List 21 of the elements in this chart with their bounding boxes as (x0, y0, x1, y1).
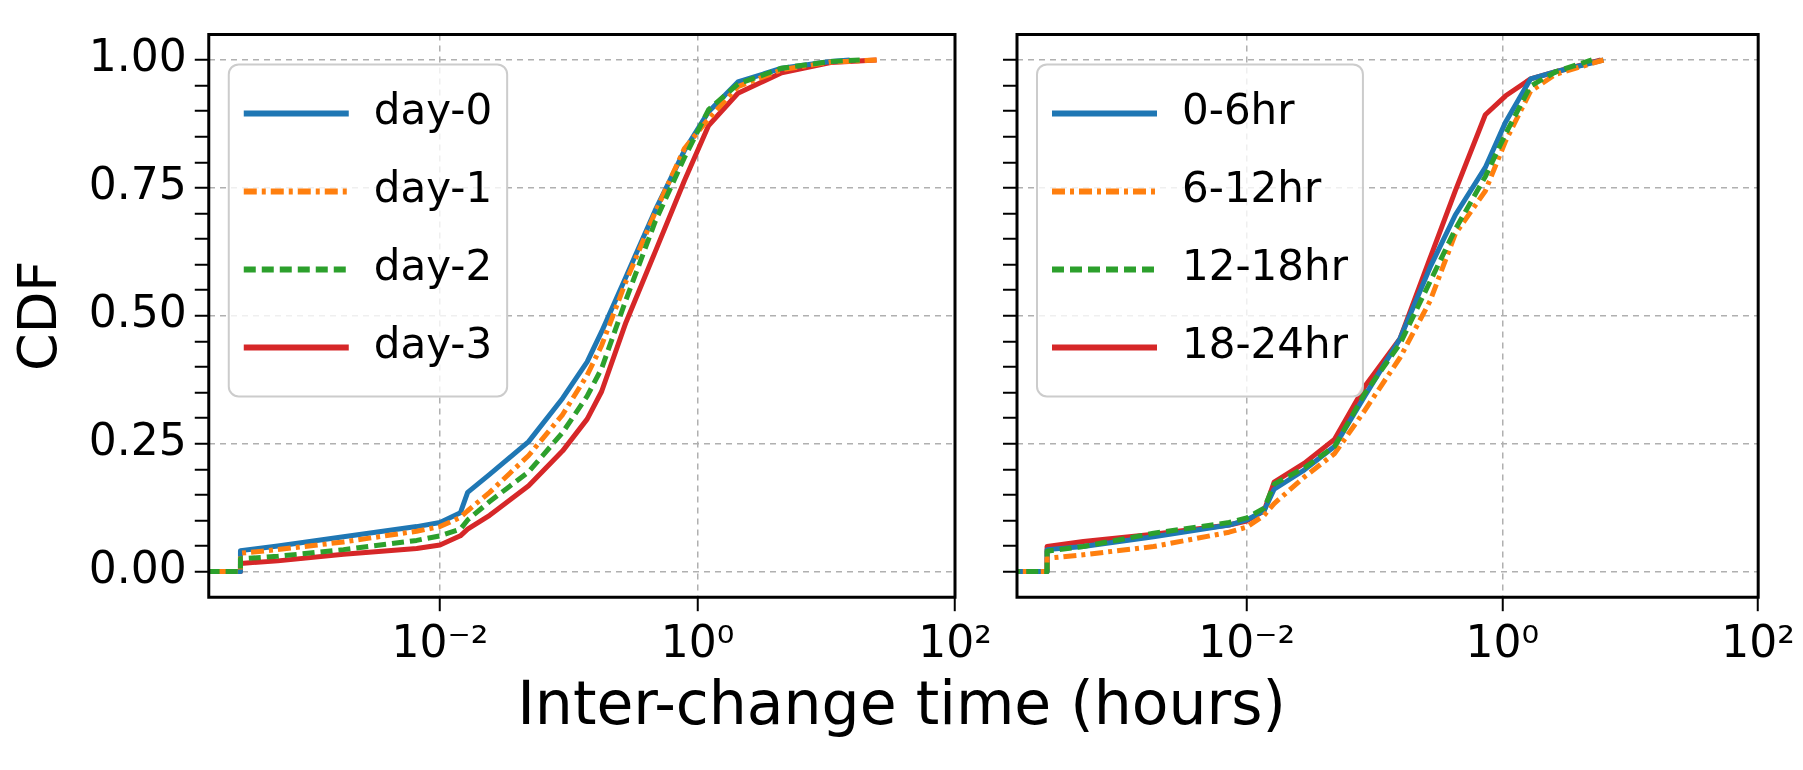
legend-label: day-2 (373, 241, 493, 291)
y-tick-label: 0.25 (88, 414, 187, 466)
y-tick-label: 0.75 (88, 158, 187, 210)
y-tick-label: 0.00 (88, 542, 187, 594)
legend-label: day-1 (373, 163, 493, 213)
x-tick-label: 10⁻² (391, 616, 489, 668)
y-axis-title: CDF (6, 260, 70, 371)
legend-label: 0-6hr (1182, 85, 1296, 135)
x-tick-label: 10⁻² (1198, 616, 1296, 668)
legend-label: 18-24hr (1182, 319, 1349, 369)
x-tick-label: 10⁰ (1465, 616, 1540, 668)
x-tick-label: 10² (918, 616, 992, 668)
y-tick-label: 0.50 (88, 286, 187, 338)
x-tick-label: 10² (1721, 616, 1796, 668)
legend-label: day-0 (373, 85, 493, 135)
legend-label: 12-18hr (1182, 241, 1349, 291)
x-tick-label: 10⁰ (660, 616, 735, 668)
x-axis-title: Inter-change time (hours) (516, 668, 1287, 738)
legend-label: 6-12hr (1182, 163, 1322, 213)
legend-label: day-3 (373, 319, 493, 369)
y-tick-label: 1.00 (88, 30, 187, 82)
